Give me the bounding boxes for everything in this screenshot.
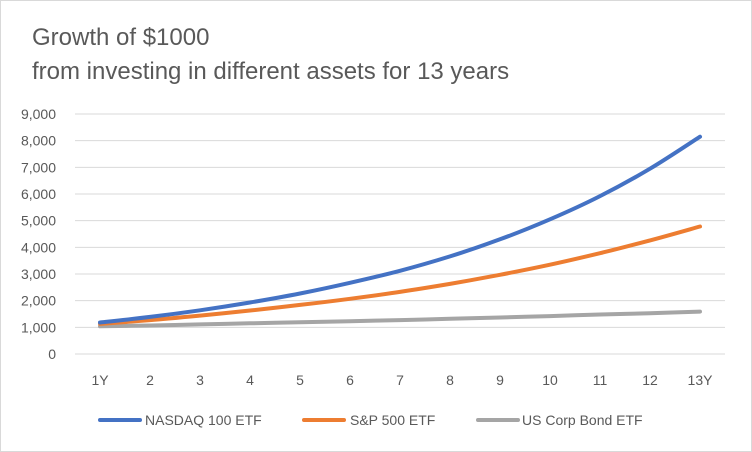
x-tick-label: 11 bbox=[593, 372, 608, 388]
x-tick-label: 7 bbox=[396, 372, 404, 388]
series-line-us-corp-bond-etf bbox=[98, 309, 702, 329]
x-tick-label: 5 bbox=[296, 372, 304, 388]
y-tick-label: 1,000 bbox=[21, 319, 56, 335]
series-lines bbox=[98, 134, 702, 329]
grid-lines bbox=[75, 113, 725, 355]
legend: NASDAQ 100 ETF S&P 500 ETF US Corp Bond ET… bbox=[98, 412, 643, 428]
chart-subtitle: from investing in different assets for 1… bbox=[32, 58, 510, 85]
x-tick-label: 2 bbox=[146, 372, 154, 388]
y-tick-label: 5,000 bbox=[21, 213, 56, 229]
y-tick-label: 7,000 bbox=[21, 159, 56, 175]
series-line-s-p-500-etf bbox=[98, 224, 702, 326]
x-tick-label: 8 bbox=[446, 372, 454, 388]
y-tick-label: 0 bbox=[48, 346, 56, 362]
x-tick-label: 10 bbox=[542, 372, 558, 388]
x-tick-label: 9 bbox=[496, 372, 504, 388]
legend-label: S&P 500 ETF bbox=[350, 412, 435, 428]
legend-item: S&P 500 ETF bbox=[302, 412, 435, 428]
legend-label: NASDAQ 100 ETF bbox=[145, 412, 262, 428]
x-tick-label: 4 bbox=[246, 372, 254, 388]
x-axis-ticks: 1Y 2 3 4 5 6 7 8 9 10 11 12 13Y bbox=[91, 372, 713, 388]
chart-title-block: Growth of $1000 from investing in differ… bbox=[32, 21, 509, 89]
x-tick-label: 3 bbox=[196, 372, 204, 388]
y-tick-label: 8,000 bbox=[21, 133, 56, 149]
x-tick-label: 13Y bbox=[688, 372, 714, 388]
y-tick-label: 6,000 bbox=[21, 186, 56, 202]
legend-item: US Corp Bond ETF bbox=[476, 412, 643, 428]
chart-title: Growth of $1000 bbox=[32, 24, 210, 51]
legend-item: NASDAQ 100 ETF bbox=[98, 412, 262, 428]
y-axis-ticks: 0 1,000 2,000 3,000 4,000 5,000 6,000 7,000 8,00… bbox=[21, 106, 56, 362]
y-tick-label: 9,000 bbox=[21, 106, 56, 122]
x-tick-label: 6 bbox=[346, 372, 354, 388]
series-line-nasdaq-100-etf bbox=[98, 134, 702, 325]
y-tick-label: 3,000 bbox=[21, 266, 56, 282]
y-tick-label: 2,000 bbox=[21, 293, 56, 309]
legend-label: US Corp Bond ETF bbox=[522, 412, 643, 428]
y-tick-label: 4,000 bbox=[21, 239, 56, 255]
x-tick-label: 12 bbox=[642, 372, 658, 388]
x-tick-label: 1Y bbox=[91, 372, 109, 388]
